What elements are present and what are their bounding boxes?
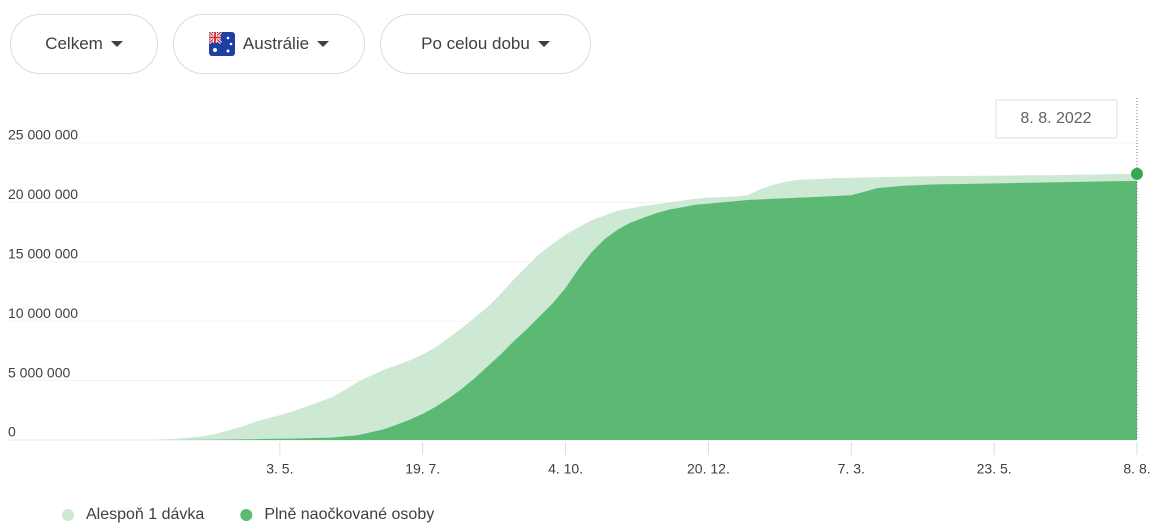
x-tick-label: 7. 3.: [838, 461, 865, 477]
dropdown-label: Austrálie: [242, 34, 310, 53]
y-tick-label: 5 000 000: [8, 364, 70, 380]
y-tick-label: 15 000 000: [8, 246, 78, 262]
dropdown[interactable]: Po celou dobu: [380, 14, 591, 74]
dropdown[interactable]: Celkem: [10, 14, 158, 74]
legend-label[interactable]: Alespoň 1 dávka: [86, 506, 204, 523]
legend-swatch[interactable]: [240, 509, 253, 521]
dropdown-label: Celkem: [45, 34, 103, 53]
y-tick-label: 25 000 000: [8, 127, 78, 143]
y-tick-label: 20 000 000: [8, 186, 78, 202]
legend-label[interactable]: Plně naočkované osoby: [264, 506, 434, 523]
area: [150, 181, 1137, 440]
tooltip-text: 8. 8. 2022: [1020, 110, 1091, 127]
y-tick-label: 0: [8, 424, 16, 440]
x-tick-label: 8. 8.: [1123, 461, 1150, 477]
caret: [110, 41, 123, 47]
x-tick-label: 3. 5.: [266, 461, 293, 477]
x-tick-label: 23. 5.: [977, 461, 1012, 477]
y-tick-label: 10 000 000: [8, 305, 78, 321]
x-tick-label: 4. 10.: [548, 461, 583, 477]
point: [1131, 167, 1143, 180]
tooltip-box: [995, 99, 1118, 139]
x-tick-label: 19. 7.: [405, 461, 440, 477]
x-tick-label: 20. 12.: [687, 461, 730, 477]
flag: [208, 32, 235, 56]
dropdown-label: Po celou dobu: [421, 34, 530, 53]
caret: [537, 41, 550, 47]
chart: 0 5 000 000 10 000 000 15 000 000 20 000 000…: [8, 98, 1151, 523]
dropdown[interactable]: Austrálie: [173, 14, 365, 74]
legend-swatch[interactable]: [62, 509, 74, 521]
caret: [317, 41, 330, 47]
